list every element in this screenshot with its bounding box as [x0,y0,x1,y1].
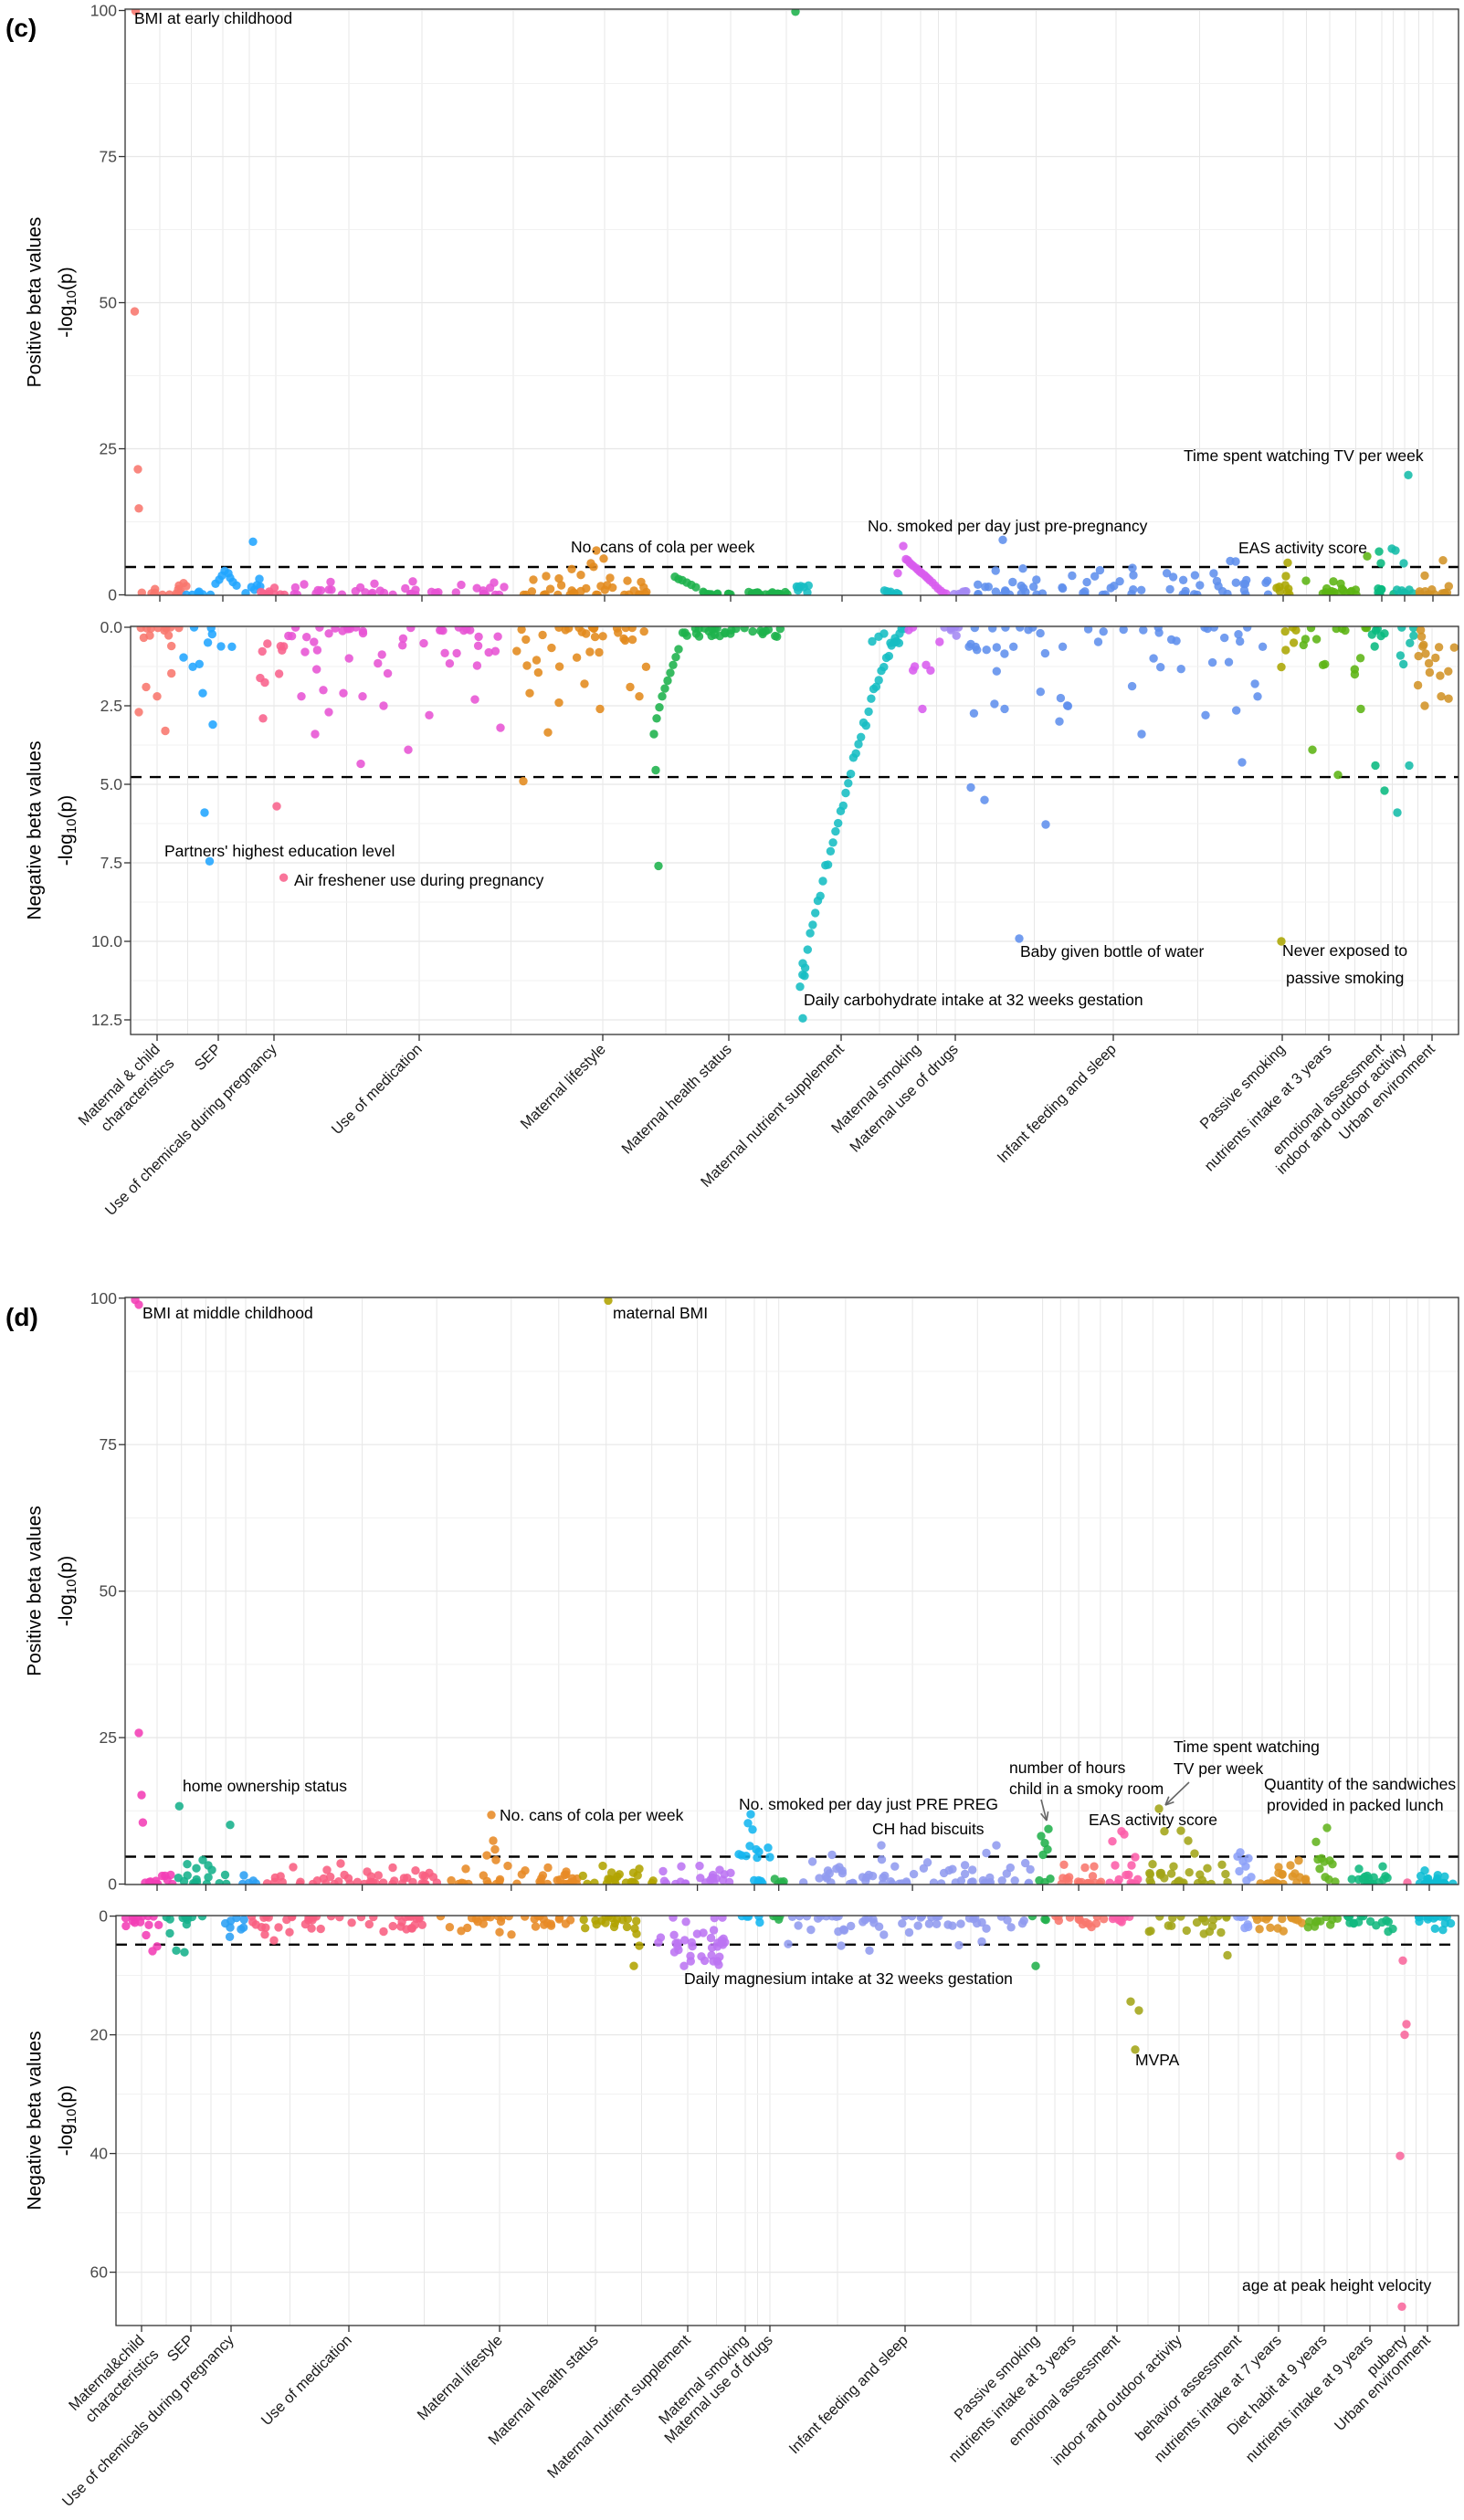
svg-text:Partners' highest education le: Partners' highest education level [164,842,395,860]
svg-text:No. cans of cola per week: No. cans of cola per week [500,1806,684,1824]
svg-text:12.5: 12.5 [91,1011,122,1029]
svg-text:10.0: 10.0 [91,932,122,950]
svg-text:75: 75 [100,148,117,166]
svg-text:CH had biscuits: CH had biscuits [872,1820,985,1838]
svg-text:0: 0 [108,1875,117,1894]
svg-text:0.0: 0.0 [100,618,123,636]
svg-text:Baby given bottle of water: Baby given bottle of water [1020,942,1205,961]
svg-text:No. smoked per day just pre-pr: No. smoked per day just pre-pregnancy [868,517,1148,535]
svg-text:No. smoked per day just PRE PR: No. smoked per day just PRE PREG [739,1795,998,1813]
svg-text:MVPA: MVPA [1135,2051,1180,2069]
svg-text:Negative beta values: Negative beta values [25,2031,46,2210]
svg-text:EAS activity score: EAS activity score [1238,539,1367,557]
svg-text:0: 0 [99,1907,108,1926]
svg-text:25: 25 [100,440,117,458]
svg-text:2.5: 2.5 [100,697,122,715]
svg-text:20: 20 [90,2026,109,2044]
svg-text:-log10(p): -log10(p) [56,1556,79,1626]
svg-text:Daily magnesium intake at 32 w: Daily magnesium intake at 32 weeks gesta… [684,1969,1013,1988]
svg-text:TV per week: TV per week [1174,1759,1263,1778]
svg-text:(d): (d) [5,1303,38,1331]
svg-text:BMI at middle childhood: BMI at middle childhood [142,1304,313,1322]
svg-text:No. cans of cola per week: No. cans of cola per week [571,538,755,556]
svg-text:home ownership status: home ownership status [183,1777,347,1795]
svg-text:Positive beta values: Positive beta values [25,1506,46,1676]
svg-text:Positive beta values: Positive beta values [25,217,46,388]
svg-text:EAS activity score: EAS activity score [1089,1811,1217,1829]
svg-text:50: 50 [100,1582,118,1601]
svg-text:40: 40 [90,2145,109,2163]
svg-text:75: 75 [100,1435,117,1454]
svg-text:Air freshener use during pregn: Air freshener use during pregnancy [294,871,544,889]
svg-text:Daily carbohydrate intake at 3: Daily carbohydrate intake at 32 weeks ge… [804,991,1143,1009]
svg-text:(c): (c) [5,14,37,42]
svg-text:25: 25 [100,1728,117,1747]
svg-text:50: 50 [100,294,118,312]
svg-text:100: 100 [90,2,117,20]
svg-text:Never exposed to: Never exposed to [1282,941,1407,960]
svg-text:Time spent watching TV per wee: Time spent watching TV per week [1184,446,1424,465]
svg-text:Quantity of the sandwiches: Quantity of the sandwiches [1264,1775,1456,1793]
svg-text:child in a smoky room: child in a smoky room [1009,1780,1164,1798]
svg-text:5.0: 5.0 [100,775,123,793]
svg-text:Negative beta values: Negative beta values [25,740,46,919]
svg-text:maternal BMI: maternal BMI [613,1304,708,1322]
svg-text:100: 100 [90,1289,117,1307]
svg-text:passive smoking: passive smoking [1286,969,1404,987]
svg-text:age at peak height velocity: age at peak height velocity [1242,2276,1431,2294]
svg-text:BMI at early childhood: BMI at early childhood [134,9,292,27]
svg-text:7.5: 7.5 [100,854,122,872]
svg-text:0: 0 [108,586,117,604]
svg-text:Time spent watching: Time spent watching [1174,1738,1320,1756]
svg-text:provided in packed lunch: provided in packed lunch [1267,1796,1444,1814]
svg-text:number of hours: number of hours [1009,1759,1126,1777]
svg-text:60: 60 [90,2263,109,2282]
